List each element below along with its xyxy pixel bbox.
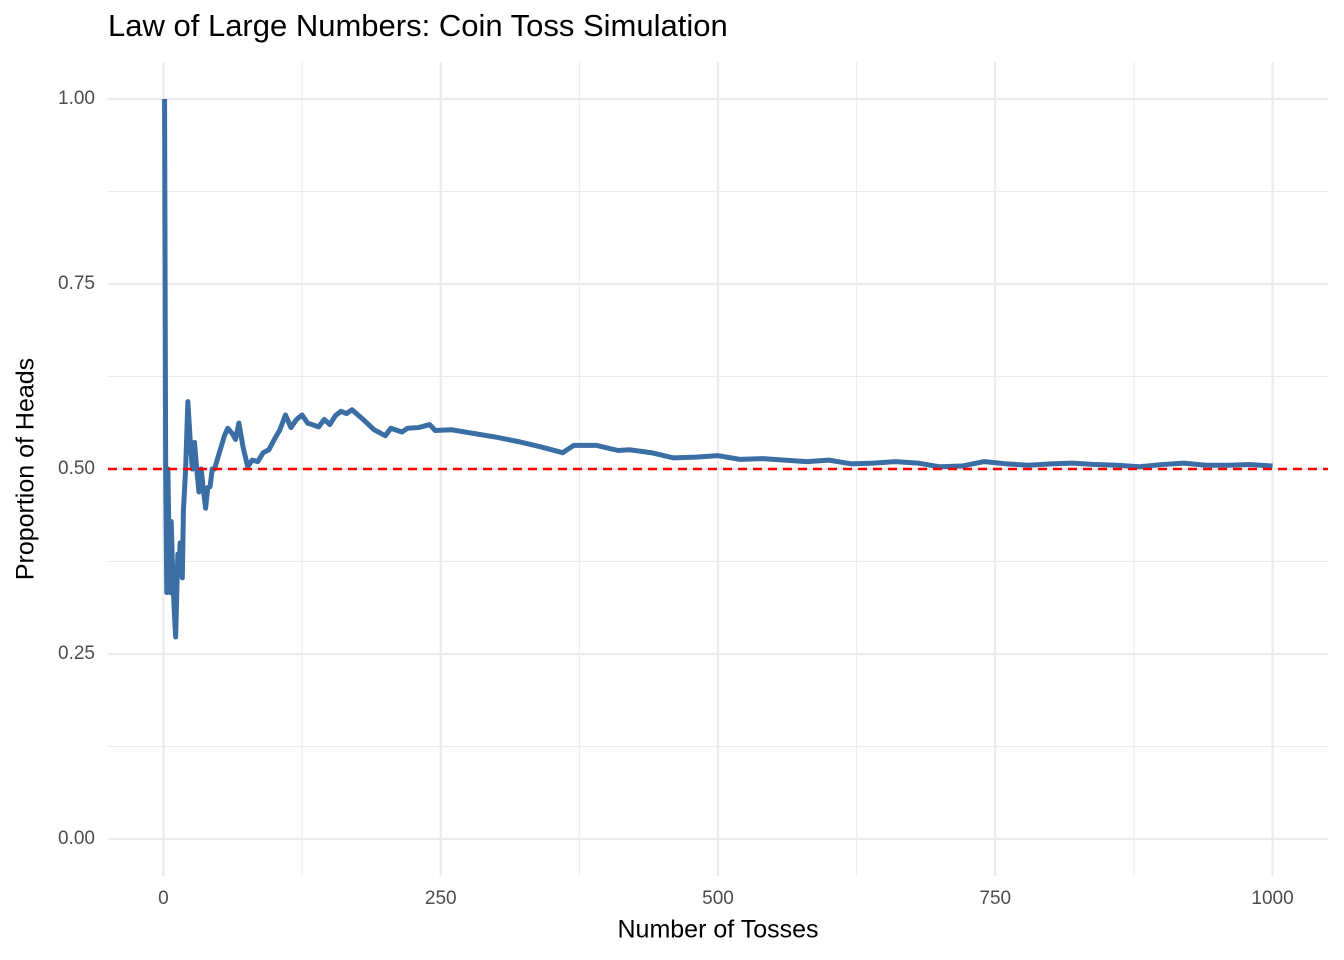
y-axis-title: Proportion of Heads	[12, 358, 40, 580]
x-tick-label: 250	[425, 888, 457, 909]
data-line	[162, 98, 1273, 640]
chart-title: Law of Large Numbers: Coin Toss Simulati…	[108, 8, 728, 43]
x-tick-label: 1000	[1251, 888, 1293, 909]
y-tick-label: 0.00	[58, 828, 95, 849]
x-tick-label: 750	[979, 888, 1011, 909]
y-tick-label: 0.75	[58, 273, 95, 294]
x-tick-label: 0	[158, 888, 169, 909]
y-tick-label: 1.00	[58, 88, 95, 109]
y-tick-label: 0.50	[58, 458, 95, 479]
x-axis-title: Number of Tosses	[617, 916, 818, 944]
x-tick-label: 500	[702, 888, 734, 909]
y-tick-label: 0.25	[58, 643, 95, 664]
